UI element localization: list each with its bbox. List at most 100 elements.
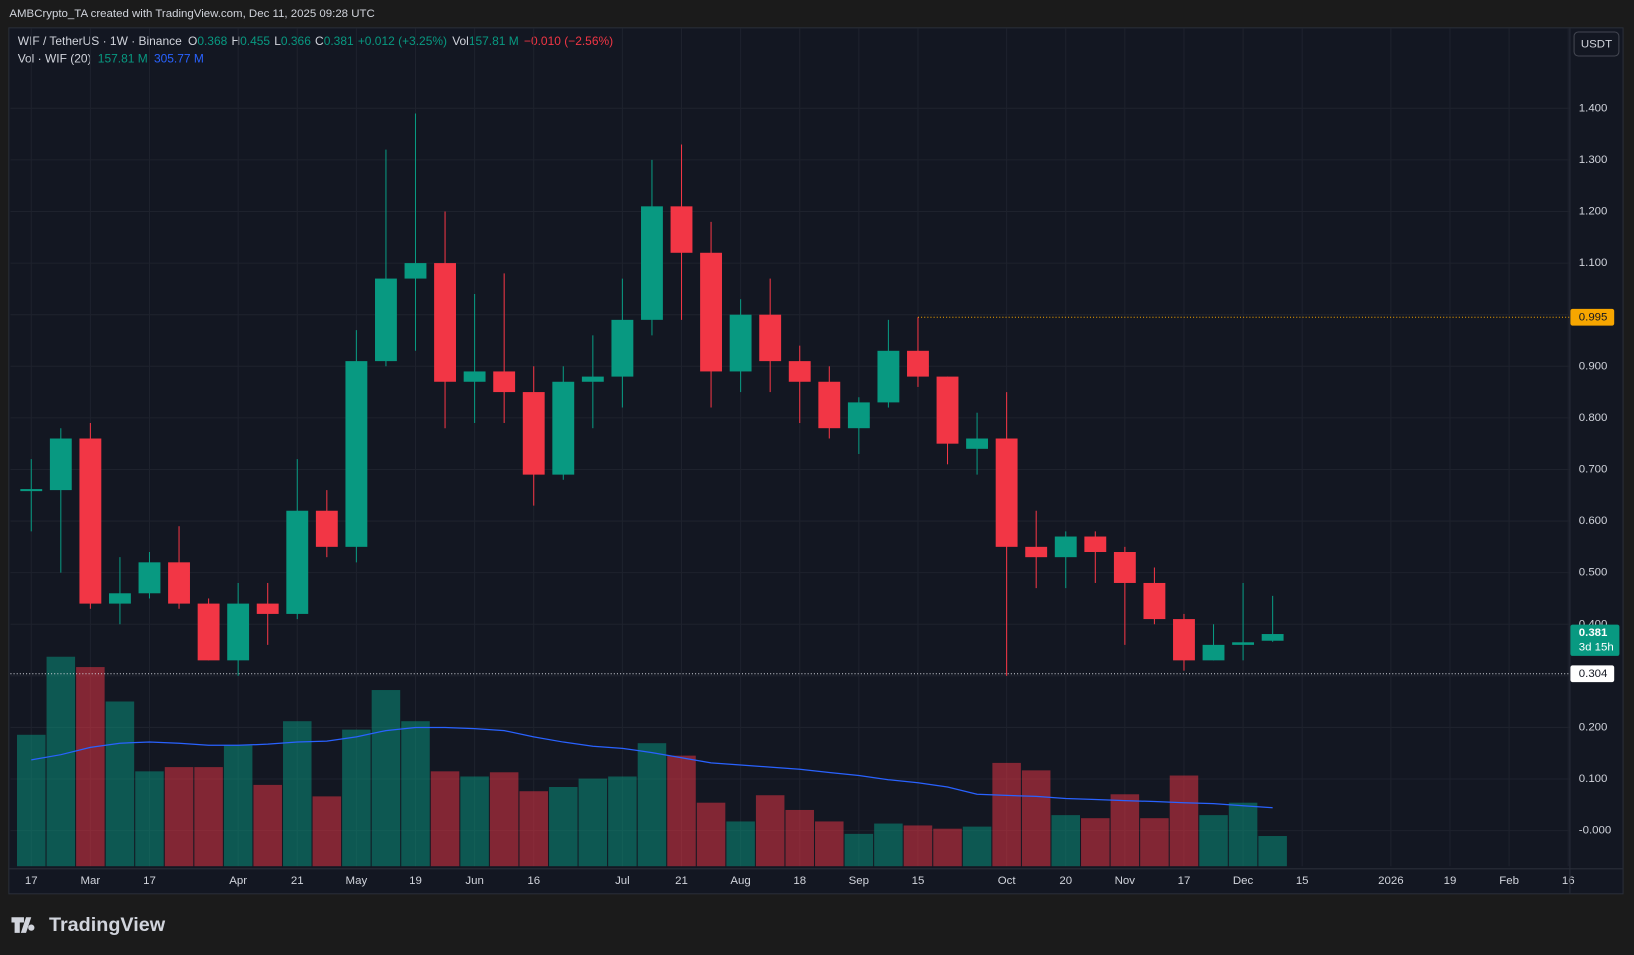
legend-key: Vol bbox=[452, 34, 469, 48]
volume-bar bbox=[1258, 836, 1287, 867]
indicator-name: Vol · WIF (20) bbox=[18, 52, 92, 66]
candle-body bbox=[256, 603, 279, 614]
candle-body bbox=[907, 350, 929, 377]
level-label: 0.995 bbox=[1579, 311, 1608, 323]
x-tick-label: 15 bbox=[1296, 875, 1309, 887]
indicator-value: 157.81 M bbox=[98, 52, 148, 66]
volume-bar bbox=[401, 721, 430, 867]
candle-body bbox=[700, 252, 722, 372]
brand: TradingView bbox=[49, 914, 166, 936]
candle-body bbox=[818, 381, 841, 429]
x-tick-label: Aug bbox=[730, 875, 750, 887]
panel bbox=[8, 27, 1624, 895]
volume-bar bbox=[430, 771, 460, 867]
volume-bar bbox=[785, 809, 814, 867]
candle-body bbox=[581, 376, 604, 382]
price-badge bbox=[1570, 624, 1620, 656]
x-tick-label: 20 bbox=[1059, 875, 1072, 887]
x-tick-label: Jul bbox=[615, 875, 630, 887]
volume-bar bbox=[17, 734, 46, 867]
volume-bar bbox=[253, 784, 282, 867]
x-tick-label: 17 bbox=[1178, 875, 1191, 887]
volume-bar bbox=[696, 802, 726, 867]
y-tick-label: 0.100 bbox=[1579, 773, 1608, 785]
candle-body bbox=[522, 392, 545, 475]
legend-value: 0.368 bbox=[197, 34, 227, 48]
volume-bar bbox=[933, 828, 962, 867]
candle-body bbox=[315, 510, 338, 547]
y-tick-label: 0.200 bbox=[1579, 721, 1608, 733]
volume-bar bbox=[874, 823, 903, 867]
x-tick-label: Feb bbox=[1499, 875, 1519, 887]
volume-bar bbox=[1051, 815, 1081, 867]
y-tick-label: 0.500 bbox=[1579, 567, 1608, 579]
symbol: WIF / TetherUS · 1W · Binance bbox=[18, 34, 182, 48]
x-tick-label: Nov bbox=[1115, 875, 1136, 887]
candle-body bbox=[1173, 619, 1195, 661]
volume-bar bbox=[844, 833, 874, 867]
volume-bar bbox=[489, 772, 519, 867]
candle-body bbox=[729, 314, 752, 372]
volume-bar bbox=[755, 795, 785, 867]
low-label: 0.304 bbox=[1579, 668, 1608, 680]
candle-body bbox=[847, 402, 870, 429]
candle-body bbox=[463, 371, 486, 382]
candle-body bbox=[20, 489, 43, 492]
x-tick-label: Oct bbox=[998, 875, 1017, 887]
candle-body bbox=[493, 371, 516, 393]
candle-body bbox=[1054, 536, 1077, 558]
x-tick-label: 18 bbox=[793, 875, 806, 887]
currency-button[interactable] bbox=[1573, 31, 1620, 57]
logo-icon bbox=[11, 917, 35, 933]
volume-bar bbox=[1021, 770, 1051, 867]
volume-bar bbox=[608, 776, 637, 867]
x-tick-label: Apr bbox=[229, 875, 247, 887]
volume-bar bbox=[164, 767, 194, 867]
candle-body bbox=[434, 263, 456, 382]
legend-key: L bbox=[274, 34, 281, 48]
candle-body bbox=[641, 206, 663, 320]
y-tick-label: 1.300 bbox=[1579, 154, 1608, 166]
y-tick-label: 1.200 bbox=[1579, 206, 1608, 218]
y-tick-label: 0.700 bbox=[1579, 463, 1608, 475]
candle-body bbox=[79, 438, 102, 604]
volume-bar bbox=[135, 771, 164, 867]
candle-body bbox=[788, 361, 811, 382]
candle-body bbox=[1084, 536, 1107, 553]
candle-body bbox=[936, 376, 959, 444]
x-tick-label: 16 bbox=[1562, 875, 1575, 887]
x-tick-label: 19 bbox=[1444, 875, 1457, 887]
candle-body bbox=[227, 603, 250, 661]
volume-bar bbox=[815, 821, 844, 867]
x-tick-label: 21 bbox=[675, 875, 688, 887]
candle-body bbox=[1232, 642, 1255, 645]
volume-bar bbox=[637, 743, 667, 867]
volume-bar bbox=[105, 701, 135, 867]
volume-bar bbox=[1199, 815, 1228, 867]
legend-value: 0.366 bbox=[281, 34, 311, 48]
x-tick-label: Sep bbox=[849, 875, 869, 887]
volume-bar bbox=[371, 690, 401, 867]
currency[interactable]: USDT bbox=[1581, 39, 1612, 51]
volume-bar bbox=[1140, 818, 1169, 867]
x-tick-label: 17 bbox=[143, 875, 156, 887]
legend-key: O bbox=[188, 34, 197, 48]
price-label: 0.381 bbox=[1579, 627, 1608, 639]
volume-bar bbox=[1169, 775, 1199, 867]
x-tick-label: 17 bbox=[25, 875, 38, 887]
axes: -0.0000.1000.2000.3000.4000.5000.6000.70… bbox=[9, 28, 1623, 894]
legend: WIF / TetherUS · 1W · Binance O0.368 H0.45… bbox=[18, 34, 613, 48]
x-tick-label: 2026 bbox=[1378, 875, 1403, 887]
volume-bar bbox=[549, 787, 578, 867]
low-badge bbox=[1570, 665, 1615, 683]
y-tick-label: -0.000 bbox=[1579, 825, 1611, 837]
legend-key: C bbox=[315, 34, 324, 48]
candle-body bbox=[1025, 546, 1048, 558]
volume-bar bbox=[992, 762, 1021, 867]
x-tick-label: May bbox=[346, 875, 368, 887]
candle-body bbox=[552, 381, 575, 475]
candle-body bbox=[759, 314, 782, 362]
candle-body bbox=[877, 350, 900, 403]
